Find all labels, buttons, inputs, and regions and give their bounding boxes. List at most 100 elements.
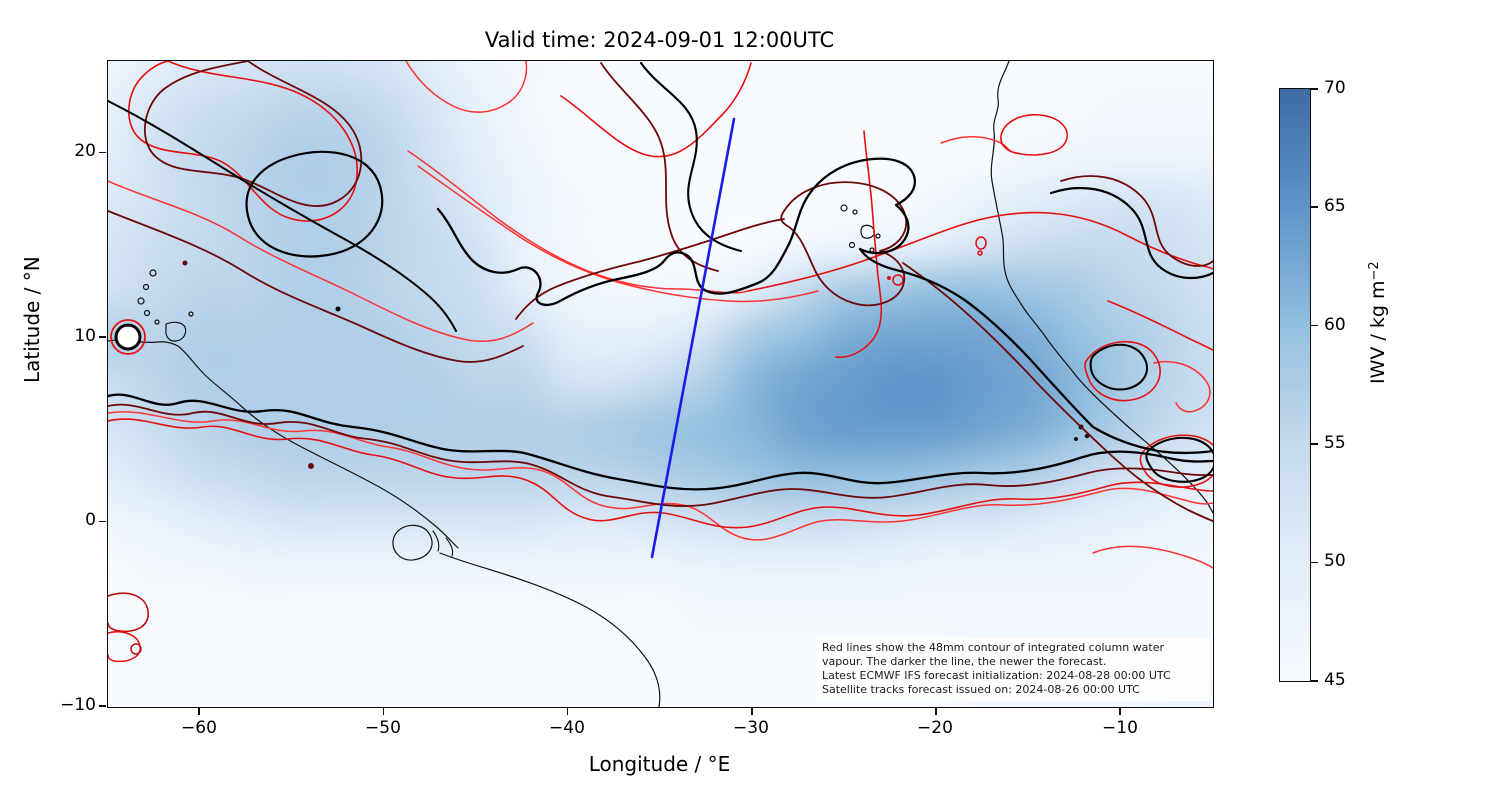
- coast-antilles-5: [154, 319, 160, 325]
- y-tick-mark: [99, 336, 106, 338]
- coast-trinidad: [165, 321, 187, 342]
- coast-antilles-2: [142, 283, 150, 291]
- colorbar-tick-label: 45: [1324, 670, 1346, 690]
- coast-africa: [990, 61, 1213, 514]
- contour-black-south: [108, 393, 1213, 491]
- x-tick-mark: [566, 708, 569, 715]
- x-tick-label: −20: [917, 718, 953, 738]
- colorbar-tick-mark: [1311, 561, 1318, 564]
- contour-darkred-dot-2: [182, 260, 188, 266]
- contour-black-topmid-hook: [639, 61, 743, 253]
- plot-title: Valid time: 2024-09-01 12:00UTC: [484, 28, 835, 52]
- contour-darkred-tangle-loop: [143, 61, 363, 207]
- coast-antilles-3: [137, 297, 145, 305]
- y-tick-mark: [99, 705, 106, 707]
- contour-red-africa-box: [1000, 113, 1068, 156]
- contour-red-right-mid-blob: [1084, 340, 1161, 402]
- colorbar-tick-mark: [1311, 88, 1318, 90]
- coast-capeverde-3: [860, 224, 876, 239]
- contour-red-vertical: [835, 130, 883, 359]
- contour-red-eye-ring: [110, 319, 146, 355]
- coast-antilles-4: [143, 309, 151, 317]
- contour-red-bottomleft-dot: [130, 643, 142, 655]
- coast-capeverde-2: [852, 209, 858, 215]
- contour-overlay: [108, 61, 1213, 707]
- annotation-line-3: Latest ECMWF IFS forecast initialization…: [822, 669, 1171, 682]
- coast-marajo-island: [392, 524, 433, 561]
- forecast-annotation-box: Red lines show the 48mm contour of integ…: [816, 637, 1210, 701]
- contour-red-midband-circle: [892, 274, 904, 286]
- contour-darkred-head-west: [515, 218, 785, 320]
- coast-bijagos-2: [1084, 433, 1090, 439]
- coast-capeverde-5: [875, 233, 881, 239]
- contour-red-bottomleft-1: [108, 592, 149, 633]
- y-tick-label: −10: [60, 695, 96, 715]
- contour-red-tangle-loop: [128, 61, 358, 222]
- colorbar-tick-mark: [1311, 443, 1318, 445]
- colorbar: [1279, 88, 1311, 682]
- coast-amazon-mouth: [432, 530, 454, 557]
- x-tick-label: −60: [181, 718, 217, 738]
- contour-red-midband-dot: [887, 276, 891, 280]
- y-tick-mark: [99, 151, 106, 154]
- contour-red-right-low-blob: [1139, 434, 1213, 488]
- iwv-field-heatmap: [108, 61, 1213, 707]
- contour-black-dot: [335, 306, 341, 312]
- annotation-line-1: Red lines show the 48mm contour of integ…: [822, 641, 1164, 654]
- coast-capeverde-4: [848, 241, 856, 249]
- x-tick-label: −10: [1102, 718, 1138, 738]
- x-tick-label: −30: [733, 718, 769, 738]
- contour-red2-tangle: [108, 180, 534, 343]
- contour-black-eye: [114, 323, 142, 351]
- contour-red2-africa-arc: [940, 136, 1010, 151]
- annotation-line-4: Satellite tracks forecast issued on: 202…: [822, 683, 1140, 696]
- contour-darkred-south: [108, 403, 1213, 507]
- contour-darkred-head-east: [902, 262, 1213, 522]
- contour-darkred-head-loop: [780, 181, 908, 307]
- contour-red-right-upper: [1107, 300, 1213, 351]
- map-plot-area: Red lines show the 48mm contour of integ…: [107, 60, 1214, 708]
- annotation-line-2: vapour. The darker the line, the newer t…: [822, 655, 1107, 668]
- contour-red2-right-tail: [1153, 360, 1211, 413]
- y-tick-mark: [99, 520, 106, 523]
- x-axis-label: Longitude / °E: [588, 752, 731, 776]
- contour-red-south: [108, 418, 1213, 529]
- contour-black-right-mid-blob: [1089, 343, 1148, 391]
- contour-red2-diag1: [407, 150, 749, 294]
- contour-darkred-topmid: [600, 62, 719, 272]
- colorbar-tick-label: 60: [1324, 315, 1346, 335]
- contour-black-right-upper: [1049, 186, 1213, 280]
- coast-venezuela: [108, 339, 459, 549]
- contour-black-tangle-diag: [108, 100, 457, 332]
- colorbar-tick-label: 65: [1324, 196, 1346, 216]
- coast-tobago: [188, 311, 194, 317]
- contour-darkred-tangle-lower: [108, 210, 524, 363]
- contour-black-north: [436, 157, 1213, 455]
- x-tick-mark: [198, 708, 200, 715]
- colorbar-tick-mark: [1311, 680, 1318, 682]
- y-tick-label: 10: [74, 326, 96, 346]
- colorbar-label-exponent: −2: [1367, 261, 1382, 281]
- contour-red-ne-sweep: [747, 211, 1213, 292]
- coast-bijagos-3: [1074, 437, 1078, 441]
- satellite-track-line: [650, 117, 736, 559]
- coast-brazil: [439, 552, 661, 707]
- contour-red-topmid: [560, 62, 752, 158]
- colorbar-tick-label: 50: [1324, 551, 1346, 571]
- x-tick-mark: [935, 708, 937, 715]
- contour-red2-right-bottom: [1092, 545, 1213, 569]
- x-tick-mark: [750, 708, 753, 715]
- x-tick-mark: [382, 708, 385, 715]
- contour-black-tangle-loop: [245, 150, 384, 258]
- x-tick-label: −50: [365, 718, 401, 738]
- contour-red-bottomleft-2: [108, 631, 141, 663]
- colorbar-tick-mark: [1311, 206, 1318, 209]
- x-tick-label: −40: [549, 718, 585, 738]
- contour-red2-toparch: [405, 61, 528, 113]
- contour-black-right-low-blob: [1145, 436, 1213, 483]
- x-tick-mark: [1119, 708, 1121, 715]
- colorbar-tick-mark: [1311, 324, 1318, 327]
- contour-darkred-right-upper: [1060, 175, 1213, 267]
- y-tick-label: 20: [74, 141, 96, 161]
